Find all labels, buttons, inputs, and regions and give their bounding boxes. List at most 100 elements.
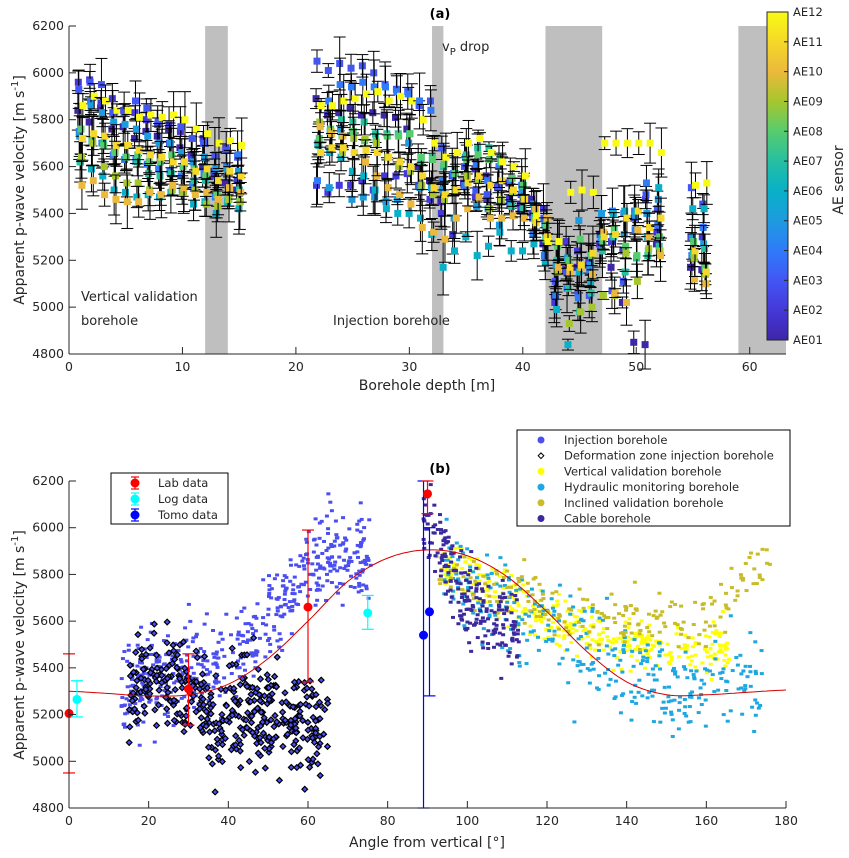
scatter-point	[190, 640, 195, 644]
scatter-point	[708, 654, 713, 658]
data-point	[121, 120, 129, 128]
data-point	[347, 181, 355, 189]
scatter-point	[448, 588, 453, 592]
scatter-point	[632, 695, 637, 699]
scatter-point	[689, 654, 694, 658]
data-point-group	[344, 180, 357, 191]
data-point-group	[493, 217, 506, 247]
scatter-point	[246, 622, 251, 626]
scatter-point	[435, 527, 440, 531]
scatter-point	[520, 618, 525, 622]
scatter-point	[481, 627, 486, 631]
data-point	[316, 123, 324, 131]
data-point	[460, 163, 468, 171]
scatter-point	[532, 599, 537, 603]
data-point-group	[609, 221, 622, 248]
data-point	[338, 116, 346, 124]
scatter-point	[689, 669, 694, 673]
data-point	[486, 214, 494, 222]
scatter-point	[735, 589, 740, 593]
scatter-point	[163, 705, 171, 713]
scatter-point	[443, 555, 448, 559]
scatter-point	[647, 630, 652, 634]
data-point	[181, 116, 189, 124]
data-point	[226, 167, 234, 175]
data-point	[509, 186, 517, 194]
scatter-point	[305, 763, 314, 771]
scatter-point	[445, 580, 450, 584]
scatter-point	[536, 604, 541, 608]
scatter-point	[567, 607, 572, 611]
data-point	[485, 242, 493, 250]
scatter-point	[211, 662, 216, 666]
data-point	[101, 132, 109, 140]
colorbar-tick-label: AE01	[793, 333, 823, 347]
scatter-point	[610, 648, 615, 652]
scatter-point	[668, 605, 673, 609]
a-ylabel-end: ]	[12, 75, 28, 80]
scatter-point	[213, 661, 218, 665]
scatter-point	[124, 697, 129, 701]
scatter-point	[236, 633, 241, 637]
scatter-point	[502, 612, 507, 616]
data-point	[689, 205, 697, 213]
data-point-group	[416, 200, 429, 255]
scatter-point	[449, 576, 454, 580]
scatter-point	[497, 595, 502, 599]
scatter-point	[673, 672, 678, 676]
scatter-point	[576, 637, 581, 641]
scatter-point	[443, 592, 448, 596]
scatter-point	[614, 679, 619, 683]
scatter-point	[556, 616, 561, 620]
scatter-point	[125, 685, 130, 689]
scatter-point	[657, 643, 662, 647]
data-point	[211, 151, 219, 159]
scatter-point	[267, 716, 275, 724]
scatter-point	[196, 723, 205, 732]
data-point	[337, 125, 345, 133]
scatter-point	[640, 694, 645, 698]
scatter-point	[670, 718, 675, 722]
data-point	[121, 188, 129, 196]
data-point-group	[652, 168, 665, 207]
data-point-group	[98, 158, 111, 175]
data-point-group	[470, 201, 483, 212]
data-point	[621, 268, 629, 276]
scatter-point	[218, 740, 227, 749]
scatter-point	[311, 717, 320, 725]
scatter-point	[260, 622, 265, 626]
data-point	[408, 97, 416, 105]
scatter-point	[170, 716, 178, 725]
scatter-point	[602, 648, 607, 652]
scatter-point	[310, 562, 315, 566]
scatter-point	[456, 600, 461, 604]
scatter-point	[150, 620, 158, 628]
data-point	[135, 146, 143, 154]
data-point	[427, 106, 435, 114]
scatter-point	[679, 604, 684, 608]
scatter-point	[180, 673, 185, 677]
scatter-point	[589, 615, 594, 619]
scatter-point	[521, 632, 526, 636]
data-point-group	[561, 338, 574, 351]
scatter-point	[509, 573, 514, 577]
data-point	[338, 149, 346, 157]
scatter-point	[347, 559, 352, 563]
data-point	[158, 113, 166, 121]
scatter-point	[743, 561, 748, 565]
data-point	[348, 195, 356, 203]
scatter-point	[585, 634, 590, 638]
data-point	[156, 158, 164, 166]
data-point	[612, 231, 620, 239]
scatter-point	[751, 582, 756, 586]
data-point-group	[586, 225, 599, 281]
panel-b: 0 20 40 60 80 100 120 140 160 1804800500052005400…	[10, 429, 798, 851]
data-point	[623, 214, 631, 222]
scatter-point	[462, 598, 467, 602]
scatter-point	[629, 718, 634, 722]
scatter-point	[235, 637, 240, 641]
scatter-point	[188, 619, 193, 623]
scatter-point	[486, 629, 491, 633]
scatter-point	[542, 637, 547, 641]
scatter-point	[193, 653, 202, 662]
